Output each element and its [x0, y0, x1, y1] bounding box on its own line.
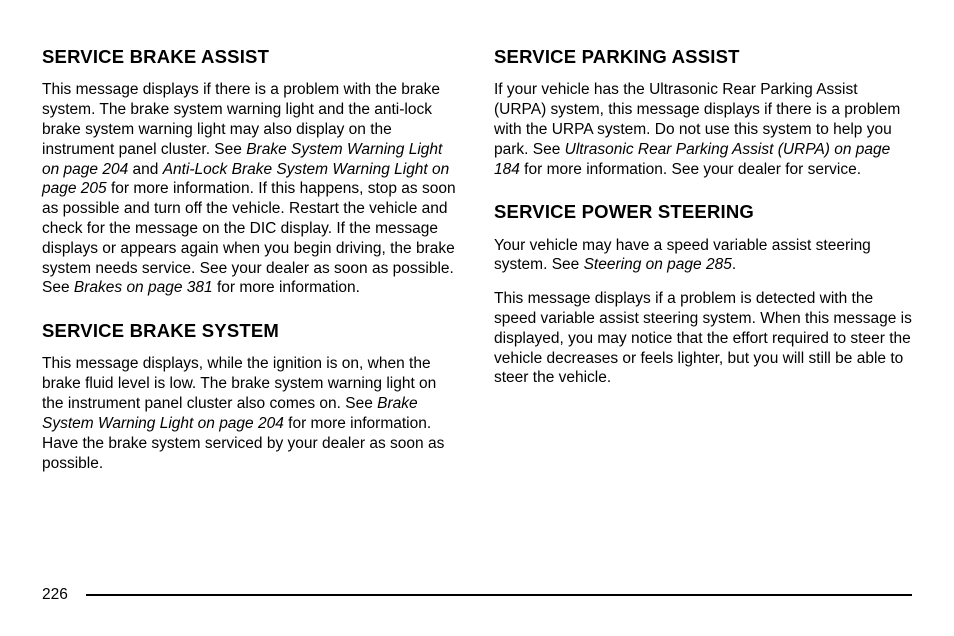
text-run: for more information. See your dealer fo…	[520, 161, 861, 178]
heading-service-parking-assist: SERVICE PARKING ASSIST	[494, 46, 912, 68]
body-service-parking-assist: If your vehicle has the Ultrasonic Rear …	[494, 80, 912, 179]
body-service-power-steering-p2: This message displays if a problem is de…	[494, 289, 912, 388]
body-service-power-steering-p1: Your vehicle may have a speed variable a…	[494, 236, 912, 276]
body-service-brake-assist: This message displays if there is a prob…	[42, 80, 460, 298]
spacer	[494, 193, 912, 201]
text-run: .	[732, 256, 736, 273]
heading-service-brake-assist: SERVICE BRAKE ASSIST	[42, 46, 460, 68]
text-run: for more information.	[213, 279, 360, 296]
page-footer: 226	[42, 586, 912, 604]
spacer	[42, 312, 460, 320]
xref-brakes: Brakes on page 381	[74, 279, 213, 296]
manual-page: SERVICE BRAKE ASSIST This message displa…	[0, 0, 954, 636]
text-run: and	[128, 161, 162, 178]
body-service-brake-system: This message displays, while the ignitio…	[42, 354, 460, 473]
right-column: SERVICE PARKING ASSIST If your vehicle h…	[494, 46, 912, 487]
heading-service-brake-system: SERVICE BRAKE SYSTEM	[42, 320, 460, 342]
xref-steering: Steering on page 285	[584, 256, 732, 273]
page-number: 226	[42, 586, 68, 604]
heading-service-power-steering: SERVICE POWER STEERING	[494, 201, 912, 223]
footer-rule	[86, 594, 912, 596]
content-columns: SERVICE BRAKE ASSIST This message displa…	[42, 46, 912, 487]
left-column: SERVICE BRAKE ASSIST This message displa…	[42, 46, 460, 487]
